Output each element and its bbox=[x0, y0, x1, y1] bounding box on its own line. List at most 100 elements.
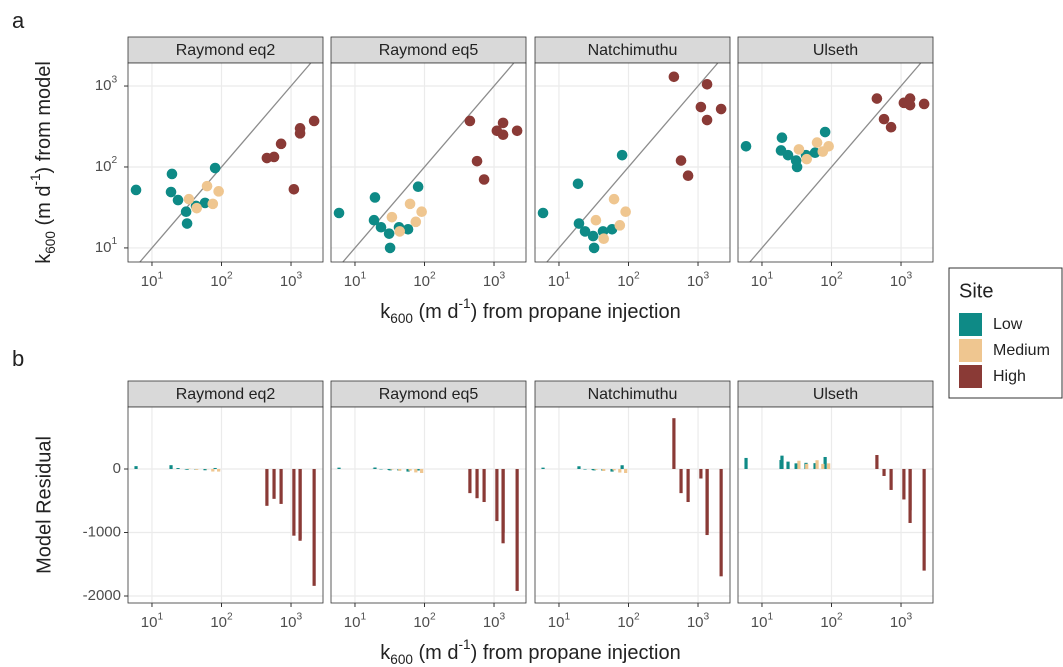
bar bbox=[922, 468, 926, 571]
x-tick-label-part: 10 bbox=[344, 614, 361, 631]
bar bbox=[217, 468, 221, 472]
bar bbox=[719, 468, 723, 577]
x-tick-label-part: 1 bbox=[767, 270, 773, 281]
point bbox=[904, 99, 916, 111]
x-tick-label: 101 bbox=[141, 270, 164, 290]
bar bbox=[583, 468, 587, 470]
identity-line bbox=[749, 62, 922, 263]
x-tick-label: 102 bbox=[820, 270, 843, 290]
panel-border bbox=[534, 62, 731, 263]
bar bbox=[475, 468, 479, 499]
bar bbox=[618, 468, 622, 473]
point bbox=[793, 144, 805, 155]
point bbox=[590, 214, 602, 226]
point bbox=[471, 155, 483, 167]
x-tick-label-part: 10 bbox=[483, 614, 500, 631]
bar bbox=[823, 456, 827, 469]
y-tick-label: -1000 bbox=[83, 523, 121, 540]
bar bbox=[195, 468, 199, 470]
point bbox=[819, 126, 831, 138]
x-tick-label-part: 10 bbox=[687, 273, 704, 290]
bar bbox=[416, 468, 420, 471]
x-axis-title-part: 600 bbox=[390, 652, 413, 667]
legend-label: Medium bbox=[993, 342, 1050, 359]
identity-line bbox=[546, 62, 719, 263]
x-tick-label-part: 3 bbox=[907, 611, 913, 622]
panel-border bbox=[330, 406, 527, 604]
x-tick-label: 102 bbox=[617, 611, 640, 631]
x-tick-label-part: 10 bbox=[413, 273, 430, 290]
point bbox=[715, 103, 727, 115]
x-tick-label-part: 3 bbox=[500, 611, 506, 622]
point bbox=[394, 226, 406, 237]
strip bbox=[534, 36, 731, 64]
strip-title: Natchimuthu bbox=[588, 42, 678, 59]
bar bbox=[211, 468, 215, 472]
point bbox=[701, 114, 713, 126]
point bbox=[791, 161, 803, 173]
strip bbox=[534, 380, 731, 408]
strip-title: Raymond eq5 bbox=[379, 42, 479, 59]
point bbox=[384, 242, 396, 254]
x-tick-label-part: 2 bbox=[634, 270, 640, 281]
point bbox=[668, 71, 680, 83]
x-tick-label-part: 2 bbox=[837, 270, 843, 281]
bar bbox=[495, 468, 499, 522]
x-tick-label: 101 bbox=[548, 611, 571, 631]
x-tick-label-part: 10 bbox=[483, 273, 500, 290]
bar bbox=[672, 418, 676, 469]
x-tick-label-part: 2 bbox=[227, 611, 233, 622]
x-tick-label-part: 10 bbox=[820, 273, 837, 290]
x-tick-label-part: 10 bbox=[141, 614, 158, 631]
strip-title: Ulseth bbox=[813, 386, 858, 403]
x-tick-label-part: 2 bbox=[430, 270, 436, 281]
panel-border bbox=[737, 406, 934, 604]
strip-title: Natchimuthu bbox=[588, 386, 678, 403]
point bbox=[573, 218, 585, 229]
bar bbox=[176, 468, 180, 469]
x-tick-label: 102 bbox=[617, 270, 640, 290]
bar bbox=[134, 466, 138, 469]
x-tick-label-part: 10 bbox=[210, 273, 227, 290]
bar bbox=[292, 468, 296, 536]
x-tick-label: 103 bbox=[687, 611, 710, 631]
panel-label: a bbox=[12, 8, 25, 33]
x-tick-label-part: 1 bbox=[360, 270, 366, 281]
point bbox=[308, 115, 320, 127]
x-axis-title: k600 (m d-1) from propane injection bbox=[380, 637, 680, 667]
point bbox=[588, 242, 600, 254]
point bbox=[695, 101, 707, 113]
point bbox=[130, 184, 142, 196]
point bbox=[181, 218, 193, 229]
point bbox=[288, 183, 300, 195]
y-tick-label-part: 10 bbox=[95, 77, 112, 94]
bar bbox=[169, 465, 173, 469]
bar bbox=[388, 468, 392, 471]
x-tick-label-part: 10 bbox=[687, 614, 704, 631]
x-axis-title-part: k bbox=[380, 642, 391, 664]
strip bbox=[737, 36, 934, 64]
bar bbox=[610, 468, 614, 472]
y-axis-title-part: k bbox=[33, 253, 55, 264]
point bbox=[823, 141, 834, 152]
y-axis-title-part: 600 bbox=[43, 231, 58, 254]
point bbox=[375, 221, 387, 233]
point bbox=[201, 180, 213, 192]
bar bbox=[482, 468, 486, 503]
bar bbox=[279, 468, 283, 504]
x-tick-label-part: 1 bbox=[157, 611, 163, 622]
point bbox=[871, 93, 883, 104]
point bbox=[885, 121, 897, 133]
x-tick-label-part: 1 bbox=[360, 611, 366, 622]
bar bbox=[612, 468, 616, 471]
y-axis-title-part: -1 bbox=[28, 173, 43, 185]
point bbox=[294, 128, 306, 139]
strip bbox=[330, 36, 527, 64]
x-tick-label: 103 bbox=[280, 611, 303, 631]
point bbox=[464, 115, 476, 127]
strip bbox=[127, 36, 324, 64]
bar bbox=[541, 467, 545, 469]
point bbox=[572, 178, 584, 190]
bar bbox=[592, 468, 596, 471]
y-axis-title: Model Residual bbox=[33, 436, 55, 574]
